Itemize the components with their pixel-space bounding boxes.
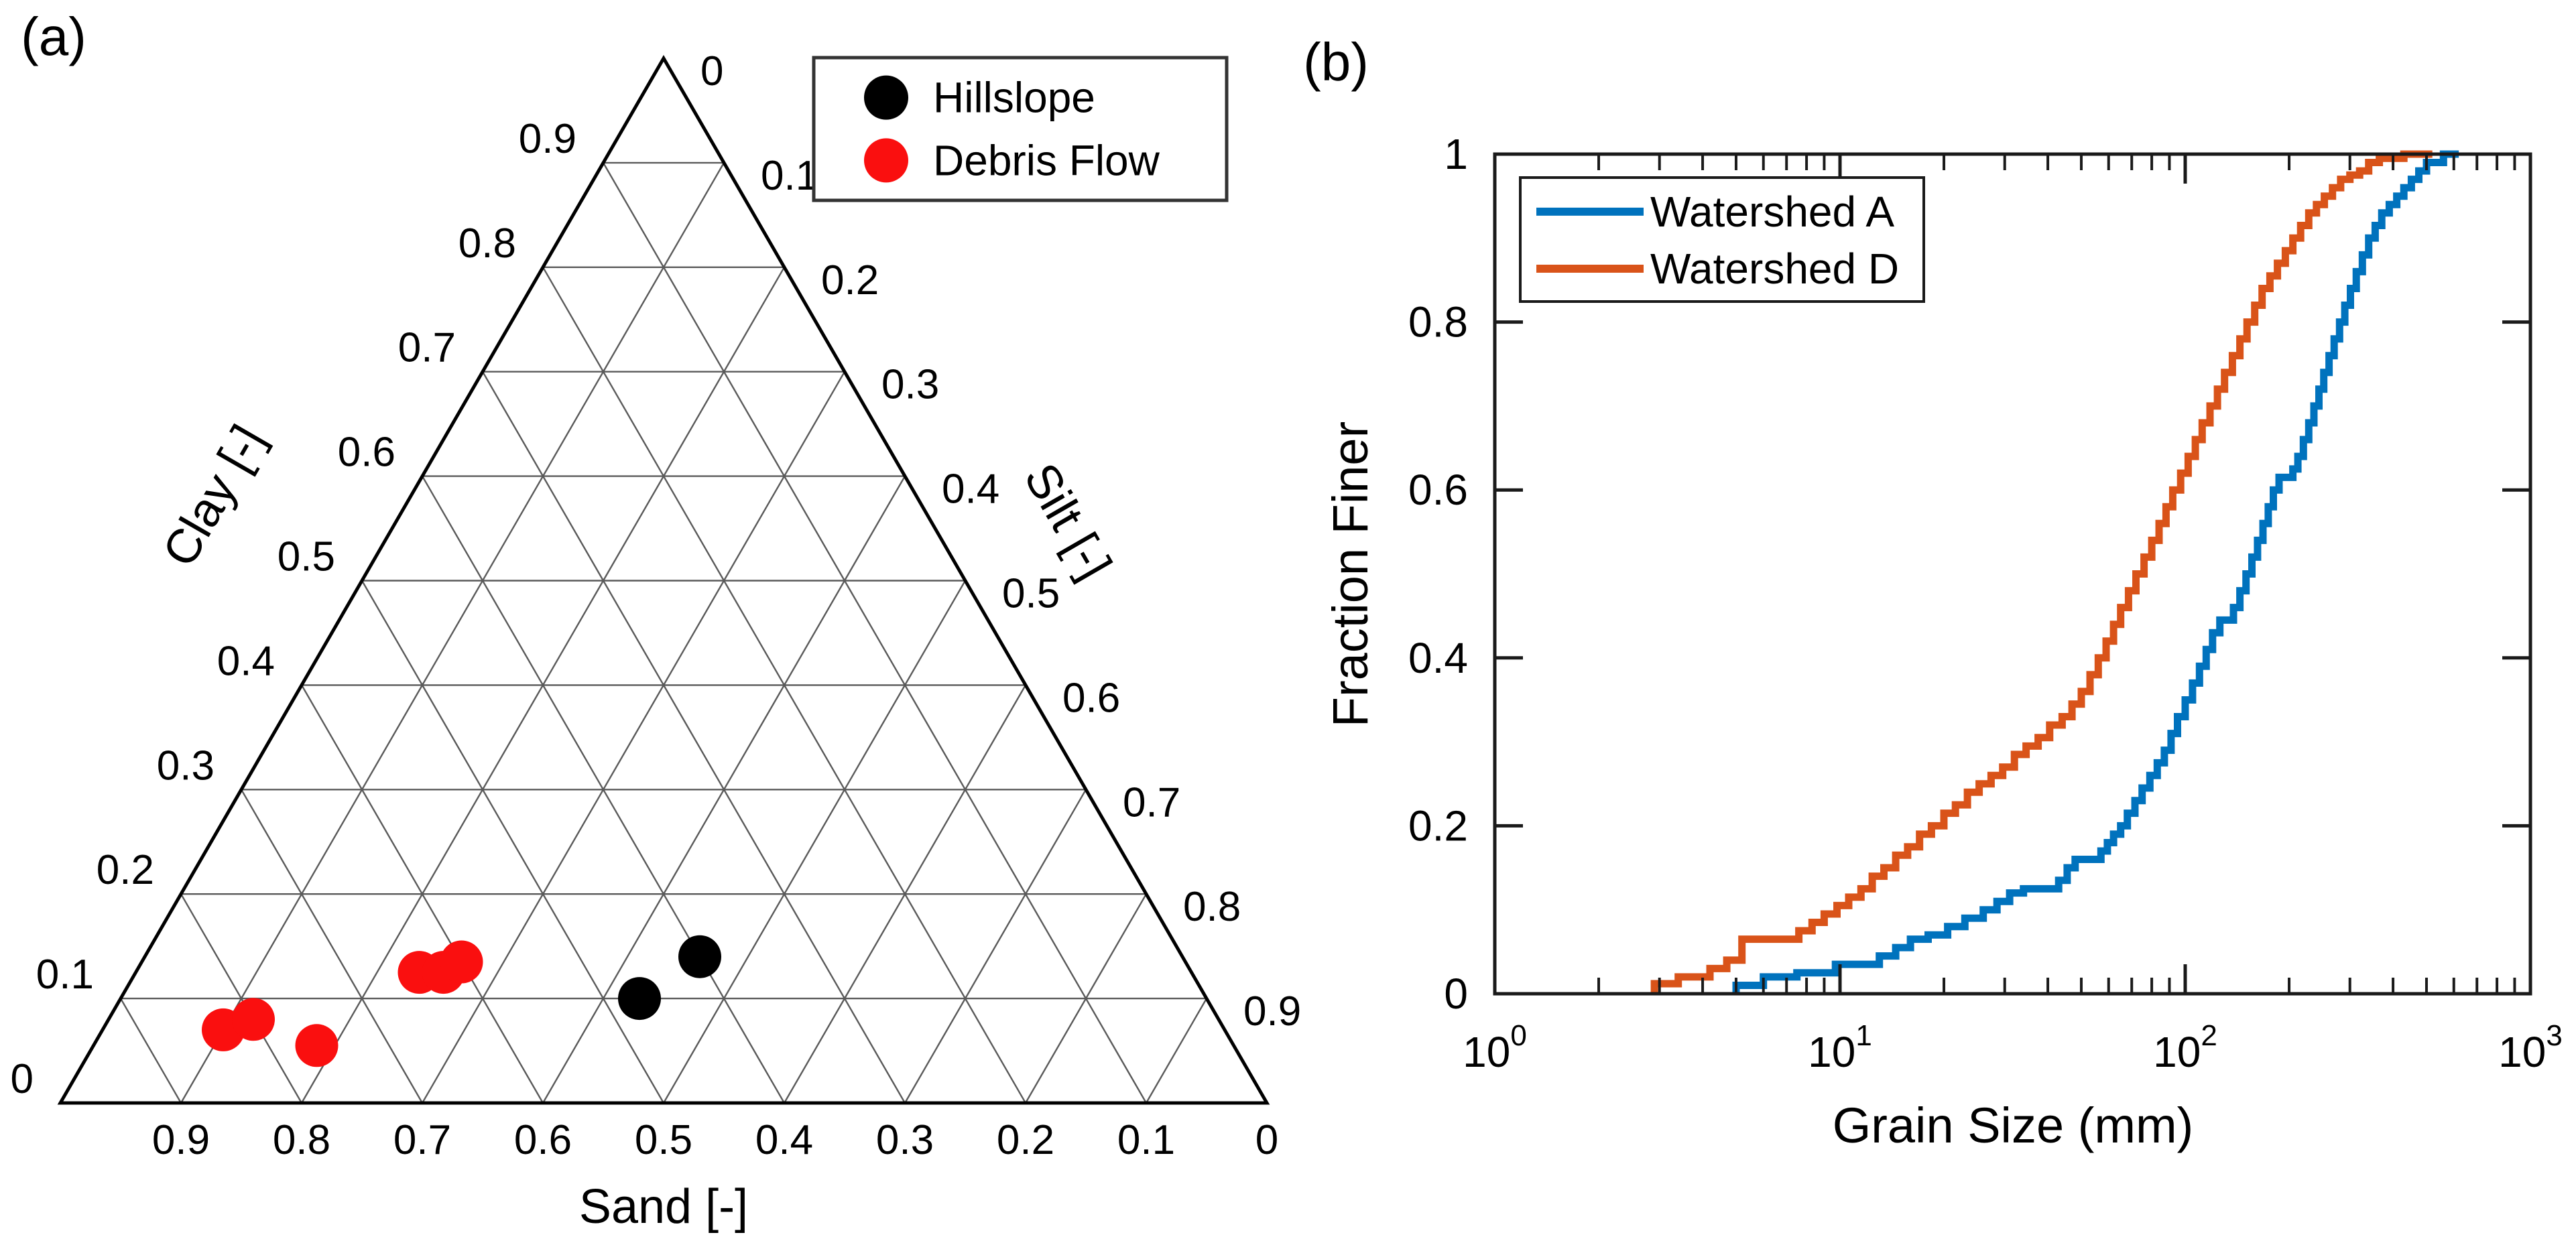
hillslope-point [618,977,661,1021]
silt-tick-label: 0.4 [942,466,999,513]
sand-tick-label: 0.7 [393,1117,451,1163]
sand-tick-label: 0.9 [152,1117,210,1163]
legend-marker-debris-flow [864,138,908,183]
gridline-silt [180,162,725,1104]
silt-axis-title: Silt [-] [1014,454,1121,588]
sand-tick-label: 0.6 [514,1117,572,1163]
watershed-d-curve [1650,150,2433,994]
panel-b-legend: Watershed A Watershed D [1519,176,1925,303]
legend-label-hillslope: Hillslope [933,74,1095,122]
series-debris-flow [202,940,483,1067]
grain-size-axis-title: Grain Size (mm) [1833,1098,2194,1153]
ternary-edges [57,54,1270,1105]
x-tick-label: 100 [1463,1019,1527,1076]
clay-tick-label: 0.2 [97,847,154,893]
y-tick-label: 0.4 [1408,634,1468,682]
gridline-sand [300,684,544,1104]
clay-tick-label: 0 [11,1056,34,1102]
debris-flow-point [295,1024,339,1067]
sand-tick-label: 0 [1255,1117,1278,1163]
silt-tick-label: 0 [700,48,723,94]
sand-tick-label: 0.5 [635,1117,692,1163]
legend-marker-hillslope [864,75,908,120]
panel-a-label: (a) [21,7,86,66]
clay-tick-label: 0.6 [338,430,395,476]
gridline-silt [1024,893,1148,1104]
sand-tick-label: 0.4 [755,1117,813,1163]
y-tick-label: 1 [1444,130,1468,178]
debris-flow-point [232,998,275,1041]
sand-axis-title: Sand [-] [579,1180,748,1234]
panel-b-label: (b) [1303,32,1369,92]
gridline-silt [904,789,1087,1104]
y-tick-label: 0 [1444,970,1468,1018]
gridline-sand [481,371,906,1104]
panel-a-ternary-diagram: 0 0 0 0.1 0.1 0.1 0.2 0.2 0.2 0.3 0.3 0.3 0.4 0.4 0.4 0… [11,48,1302,1234]
clay-tick-label: 0.5 [278,534,335,580]
gridline-silt [783,684,1027,1104]
silt-tick-label: 0.2 [821,257,879,304]
y-tick-label: 0.2 [1408,801,1468,850]
silt-tick-label: 0.6 [1062,675,1120,721]
gridline-silt [421,371,846,1104]
gridline-sand [240,789,424,1104]
gridline-sand [602,162,1148,1104]
sand-tick-label: 0.2 [997,1117,1054,1163]
clay-tick-label: 0.4 [217,638,275,684]
gridline-silt [1145,998,1208,1104]
silt-tick-label: 0.1 [761,153,818,199]
clay-tick-label: 0.1 [36,952,94,998]
clay-tick-label: 0.8 [458,220,516,267]
legend-label-watershed-a: Watershed A [1650,188,1894,236]
watershed-a-curve [1732,150,2459,994]
panel-b-grain-size-cdf: 0 0.2 0.4 0.6 0.8 1 100 101 102 103 Fraction Finer… [1323,130,2563,1153]
sand-tick-label: 0.1 [1117,1117,1175,1163]
clay-tick-label: 0.7 [398,325,456,371]
sand-tick-label: 0.3 [876,1117,934,1163]
y-tick-label: 0.8 [1408,298,1468,346]
silt-tick-label: 0.8 [1183,884,1241,930]
silt-tick-label: 0.3 [881,362,939,408]
gridline-sand [119,998,182,1104]
panel-a-legend: Hillslope Debris Flow [812,56,1229,202]
gridline-sand [180,893,303,1104]
gridline-silt [662,580,967,1104]
silt-tick-label: 0.9 [1243,988,1301,1035]
clay-axis-title: Clay [-] [153,416,275,575]
clay-tick-label: 0.3 [157,742,214,789]
hillslope-point [678,935,721,978]
ternary-grid [119,161,1208,1104]
plot-box [1493,152,2532,996]
silt-tick-label: 0.7 [1123,779,1180,826]
legend-b-box [1519,176,1925,303]
clay-tick-label: 0.9 [519,116,576,162]
silt-tick-label: 0.5 [1002,571,1060,617]
fraction-finer-axis-title: Fraction Finer [1323,421,1378,727]
sand-tick-label: 0.8 [273,1117,330,1163]
x-tick-label: 103 [2498,1019,2563,1076]
series-hillslope [618,935,721,1021]
debris-flow-point [440,940,483,984]
x-tick-label: 101 [1808,1019,1872,1076]
x-tick-label: 102 [2153,1019,2217,1076]
legend-label-watershed-d: Watershed D [1650,245,1899,293]
y-tick-label: 0.6 [1408,466,1468,514]
gridline-sand [361,580,665,1104]
legend-label-debris-flow: Debris Flow [933,136,1160,184]
